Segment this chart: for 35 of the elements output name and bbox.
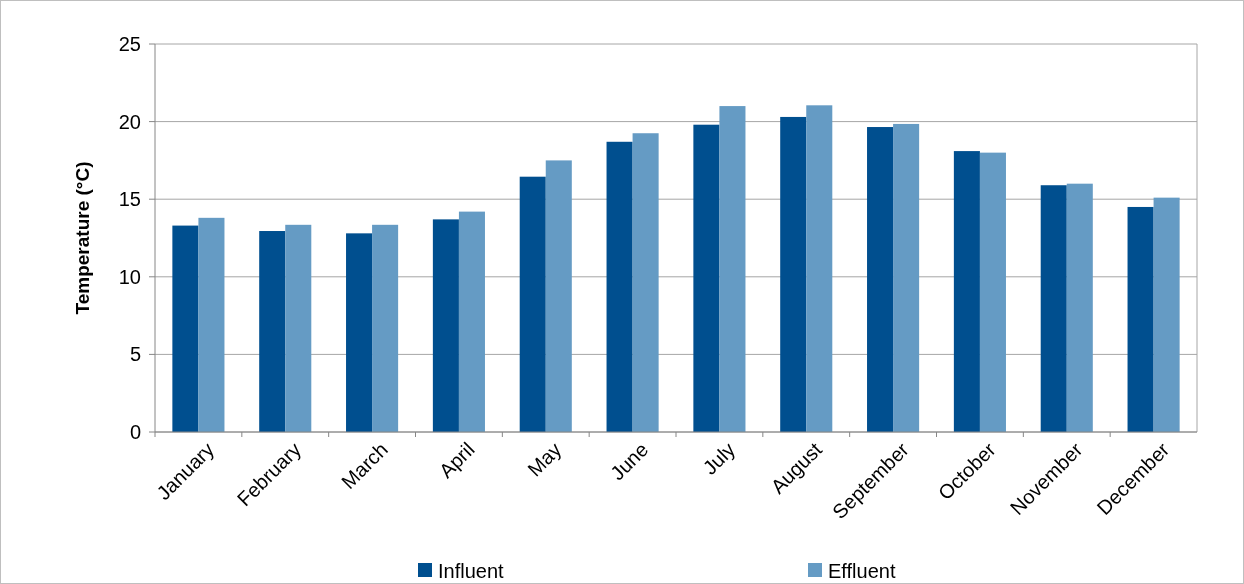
bar (806, 105, 833, 432)
y-tick-label: 25 (118, 33, 141, 55)
bar (719, 106, 746, 432)
legend-label: Effluent (828, 560, 896, 582)
bar (1153, 197, 1180, 432)
bar (198, 217, 225, 432)
y-axis-title: Temperature (°C) (72, 161, 93, 315)
bar (632, 133, 659, 432)
bar (432, 219, 459, 432)
bar (893, 123, 920, 432)
x-tick-label: July (698, 438, 740, 479)
bar (693, 124, 720, 432)
bar (953, 151, 980, 432)
bar (1066, 183, 1093, 432)
legend-label: Influent (438, 560, 505, 582)
bar (1040, 185, 1067, 432)
y-tick-label: 20 (118, 110, 141, 133)
bar (458, 211, 485, 432)
bar (285, 224, 312, 432)
x-tick-label: May (523, 438, 566, 481)
bar (979, 152, 1006, 432)
y-tick-label: 5 (129, 343, 141, 366)
bar (606, 141, 633, 432)
bar (867, 127, 894, 432)
bar (259, 231, 286, 432)
y-tick-label: 0 (129, 421, 141, 443)
bar (1127, 206, 1154, 432)
y-tick-label: 10 (118, 265, 141, 288)
bar (172, 225, 199, 432)
y-tick-label: 15 (118, 188, 141, 211)
bar (346, 233, 373, 432)
bar (519, 176, 546, 432)
bar (545, 160, 572, 432)
bar (372, 224, 399, 432)
bar (780, 116, 807, 432)
